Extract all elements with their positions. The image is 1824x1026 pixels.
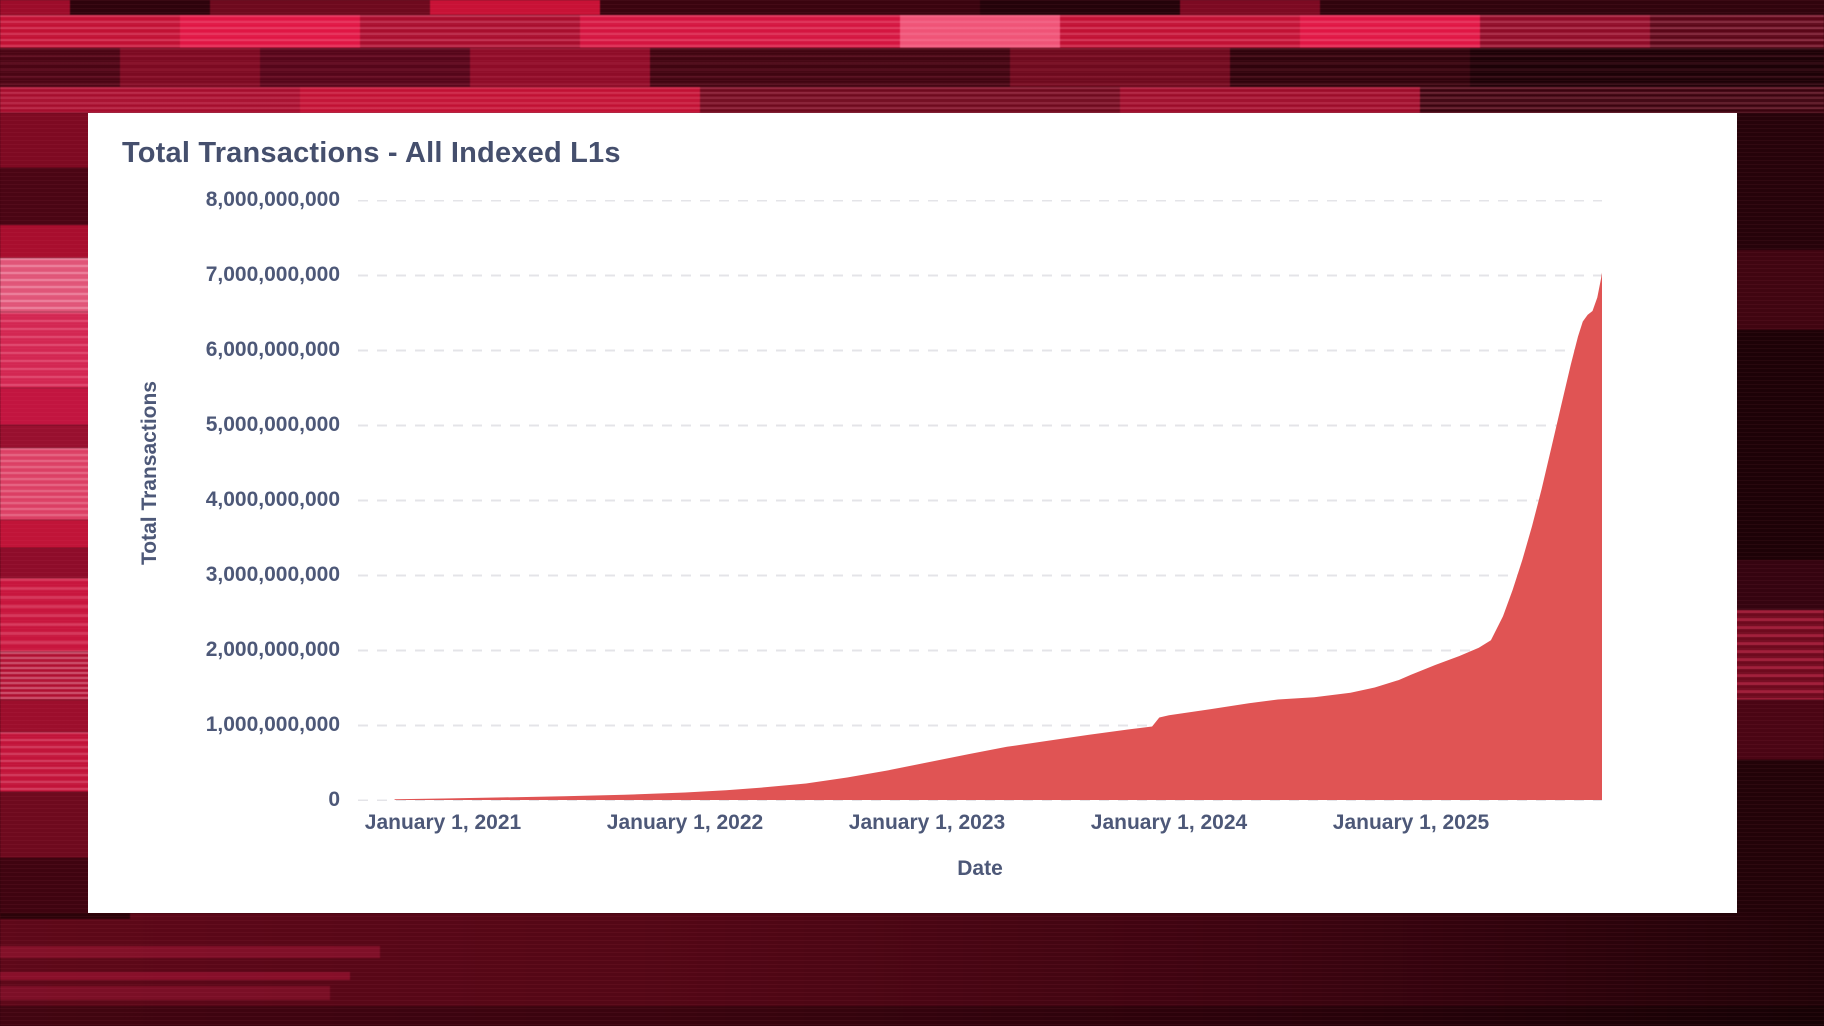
bg-streak (0, 520, 90, 548)
x-tick-label: January 1, 2022 (606, 811, 764, 834)
bg-streak (0, 312, 90, 388)
bg-streak (0, 113, 90, 168)
y-tick-label: 7,000,000,000 (205, 263, 340, 286)
y-tick-label: 5,000,000,000 (205, 413, 340, 436)
x-tick-label: January 1, 2021 (364, 811, 522, 834)
x-axis-title: Date (957, 857, 1003, 880)
bg-streak (0, 48, 1824, 87)
bg-streak (0, 913, 1824, 1026)
bg-streak (1735, 113, 1824, 250)
bg-streak (1735, 330, 1824, 560)
bg-streak (0, 792, 90, 858)
bg-streak (0, 15, 1824, 48)
bg-streak (0, 448, 90, 520)
bg-streak (0, 548, 90, 578)
bg-streak (0, 225, 90, 258)
chart-card: Total Transactions - All Indexed L1s Tot… (88, 113, 1737, 913)
bg-streak (0, 858, 90, 913)
chart-title: Total Transactions - All Indexed L1s (122, 137, 621, 169)
bg-streak (1735, 700, 1824, 760)
x-tick-label: January 1, 2025 (1332, 811, 1490, 834)
bg-streak (0, 0, 1824, 15)
y-tick-label: 0 (328, 788, 340, 811)
y-tick-label: 4,000,000,000 (205, 488, 340, 511)
bg-streak (0, 87, 1824, 113)
y-tick-label: 2,000,000,000 (205, 638, 340, 661)
bg-streak (0, 913, 130, 919)
bg-streak (0, 425, 90, 448)
y-tick-label: 3,000,000,000 (205, 563, 340, 586)
bg-streak (0, 700, 90, 732)
x-tick-label: January 1, 2023 (848, 811, 1006, 834)
bg-streak (1735, 250, 1824, 330)
bg-streak (0, 946, 380, 958)
bg-streak (0, 1006, 1824, 1026)
y-tick-label: 6,000,000,000 (205, 338, 340, 361)
bg-streak (0, 168, 90, 225)
y-tick-label: 1,000,000,000 (205, 713, 340, 736)
bg-streak (0, 652, 90, 700)
bg-streak (0, 732, 90, 792)
bg-streak (1735, 560, 1824, 610)
y-tick-label: 8,000,000,000 (205, 188, 340, 211)
bg-streak (1735, 760, 1824, 913)
chart-plot-area (358, 200, 1602, 801)
area-series (394, 272, 1602, 800)
bg-streak (0, 972, 350, 980)
bg-streak (0, 258, 90, 312)
bg-streak (0, 986, 330, 1000)
bg-streak (1735, 610, 1824, 700)
x-tick-label: January 1, 2024 (1090, 811, 1248, 834)
bg-streak (0, 578, 90, 652)
bg-streak (0, 388, 90, 425)
